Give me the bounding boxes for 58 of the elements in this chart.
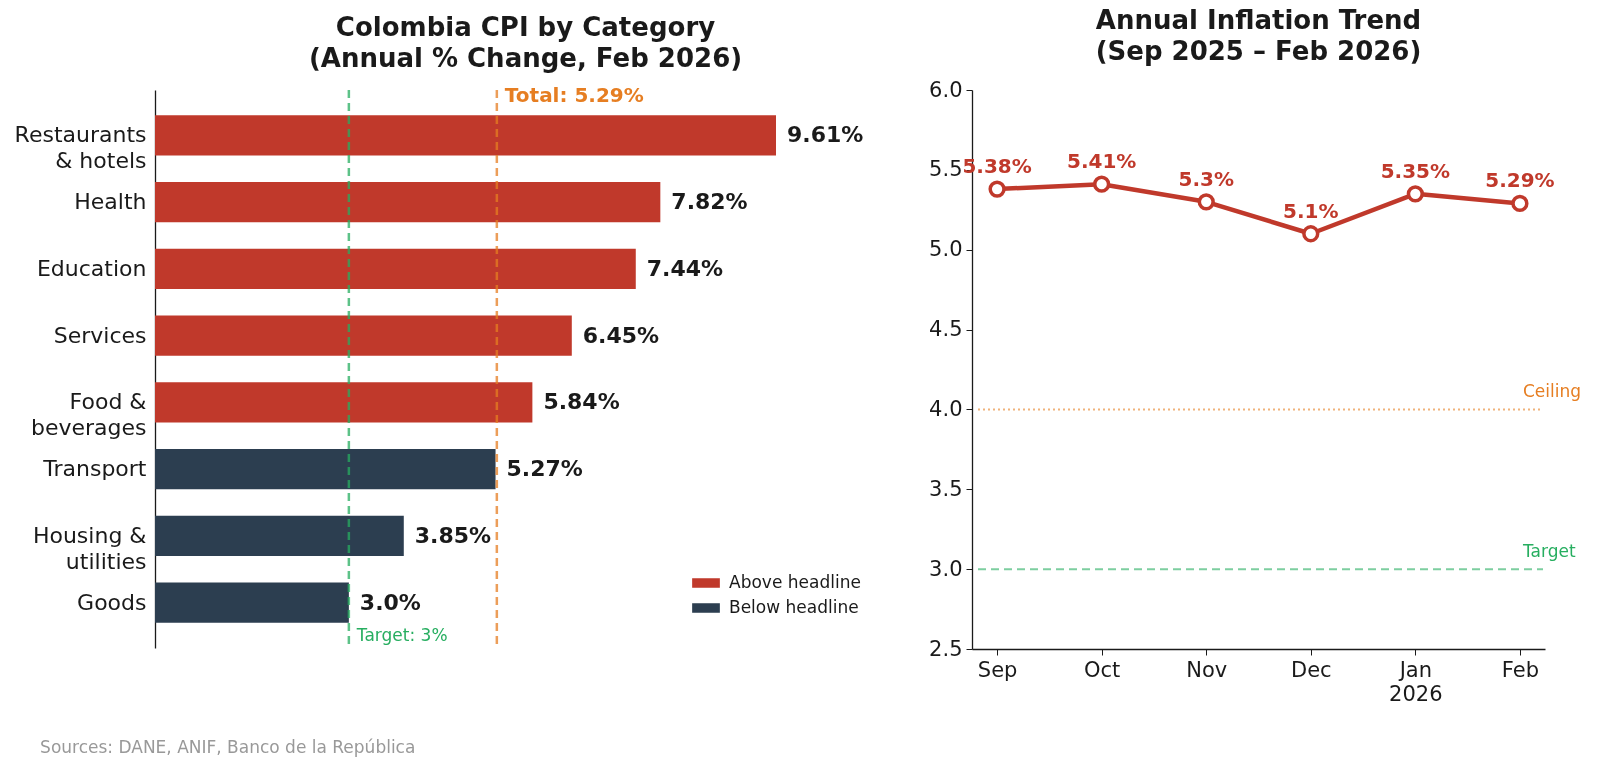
bar (155, 582, 349, 623)
y-tick-label: 5.0 (929, 237, 963, 262)
legend-label: Above headline (729, 572, 861, 592)
y-tick-label: Services (53, 322, 147, 348)
y-tick-label: Transport (42, 456, 147, 482)
data-label: 5.27% (506, 456, 583, 482)
y-tick-label: Education (36, 255, 147, 281)
ref-line-label: Ceiling (1523, 381, 1582, 402)
x-tick-label: Sep (977, 657, 1018, 682)
x-tick-label: Jan 2026 (1389, 657, 1443, 706)
ref-line-label: Target (1522, 541, 1576, 562)
data-label: 9.61% (787, 122, 864, 148)
data-label: 5.29% (1485, 168, 1555, 193)
y-tick-label: 6.0 (929, 77, 963, 102)
data-label: 5.1% (1283, 198, 1339, 223)
y-tick-label: Health (74, 189, 147, 215)
y-tick-label: 2.5 (929, 636, 963, 661)
y-tick-label: 3.5 (929, 476, 963, 501)
y-tick-label: Restaurants & hotels (14, 122, 147, 174)
data-label: 5.35% (1380, 158, 1451, 183)
data-label: 5.41% (1066, 149, 1137, 174)
legend-label: Below headline (729, 597, 859, 617)
y-tick-label: 3.0 (929, 556, 963, 581)
y-tick-label: Housing & utilities (32, 522, 147, 574)
bar (155, 115, 776, 156)
point (1302, 225, 1320, 243)
ref-line-label: Target: 3% (355, 625, 448, 645)
chart-title: Annual Inflation Trend (Sep 2025 – Feb 2026) (1095, 5, 1422, 66)
point (988, 180, 1006, 198)
x-tick-label: Feb (1501, 657, 1539, 682)
bar (155, 182, 661, 223)
point (1197, 193, 1215, 211)
chart-title: Colombia CPI by Category (Annual % Change, Feb 2026) (308, 12, 743, 73)
x-tick-label: Dec (1290, 657, 1332, 682)
x-tick-label: Nov (1186, 657, 1228, 682)
y-tick-label: Goods (77, 589, 147, 615)
point (1093, 175, 1111, 193)
data-label: 5.3% (1178, 166, 1234, 191)
bar (155, 449, 496, 490)
bar (155, 382, 533, 423)
ref-line-label: Total: 5.29% (504, 83, 644, 107)
data-label: 7.44% (646, 255, 724, 281)
y-tick-label: Food & beverages (30, 389, 147, 441)
bar (155, 515, 404, 556)
source-note: Sources: DANE, ANIF, Banco de la República (40, 737, 416, 757)
data-label: 6.45% (582, 322, 660, 348)
point (1406, 185, 1424, 203)
x-tick-label: Oct (1084, 657, 1121, 682)
y-tick-label: 4.5 (929, 317, 963, 342)
y-tick-label: 5.5 (929, 157, 963, 182)
data-label: 5.84% (543, 389, 620, 415)
data-label: 3.85% (414, 522, 492, 548)
point (1511, 194, 1529, 213)
data-label: 3.0% (359, 589, 421, 615)
y-tick-label: 4.0 (929, 396, 963, 421)
bar (155, 248, 636, 289)
data-label: 7.82% (671, 189, 748, 215)
bar (155, 315, 572, 356)
